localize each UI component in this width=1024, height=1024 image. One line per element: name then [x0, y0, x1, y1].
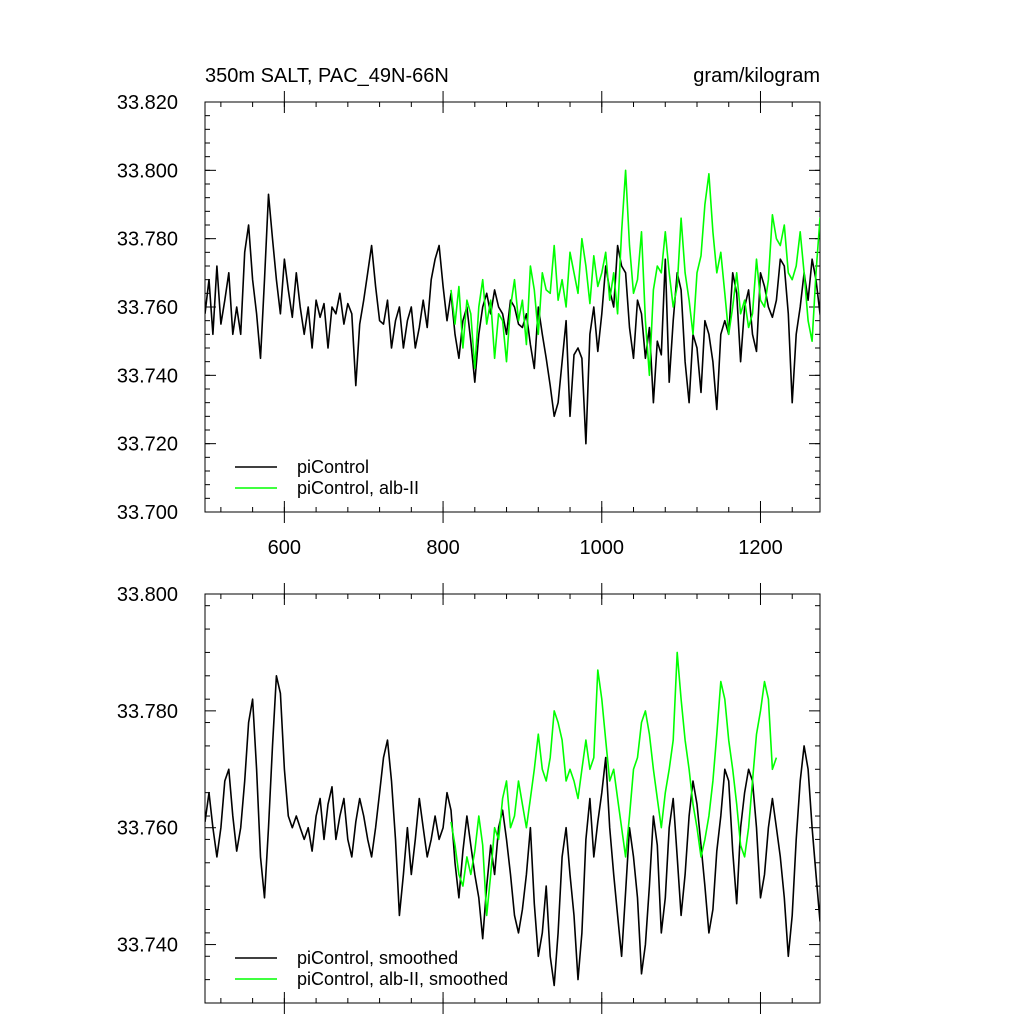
legend-label: piControl, alb-II, smoothed	[297, 969, 508, 989]
x-tick-label: 600	[268, 537, 301, 559]
chart-title-left: 350m SALT, PAC_49N-66N	[205, 65, 449, 87]
series-line-picontrol-alb-ii	[450, 169, 820, 377]
y-tick-label: 33.720	[117, 434, 178, 456]
y-tick-label: 33.740	[117, 935, 178, 957]
y-tick-label: 33.820	[117, 92, 178, 114]
y-tick-label: 33.760	[117, 818, 178, 840]
y-tick-label: 33.740	[117, 365, 178, 387]
series-line-picontrol-alb-ii-smoothed	[450, 651, 778, 917]
series-line-picontrol	[205, 193, 820, 445]
legend-label: piControl, smoothed	[297, 948, 458, 968]
legend-label: piControl, alb-II	[297, 478, 419, 498]
series-group	[205, 651, 820, 987]
bottom-panel: 33.740 33.760 33.780 33.800 piControl, smoot…	[117, 583, 821, 1014]
series-group	[205, 169, 820, 445]
x-tick-label: 1000	[580, 537, 625, 559]
plot-frame	[204, 101, 821, 513]
y-tick-label: 33.780	[117, 229, 178, 251]
y-tick-label: 33.760	[117, 297, 178, 319]
x-tick-label: 800	[426, 537, 459, 559]
y-tick-label: 33.700	[117, 502, 178, 524]
chart-title-right: gram/kilogram	[693, 65, 820, 87]
y-tick-label: 33.800	[117, 160, 178, 182]
y-tick-label: 33.800	[117, 584, 178, 606]
legend-label: piControl	[297, 457, 369, 477]
series-line-picontrol-smoothed	[205, 674, 820, 987]
y-tick-label: 33.780	[117, 701, 178, 723]
plot-frame	[204, 593, 821, 1004]
top-panel: 33.700 33.720 33.740 33.760 33.780 33.800 33.8…	[117, 65, 821, 559]
x-tick-label: 1200	[738, 537, 783, 559]
